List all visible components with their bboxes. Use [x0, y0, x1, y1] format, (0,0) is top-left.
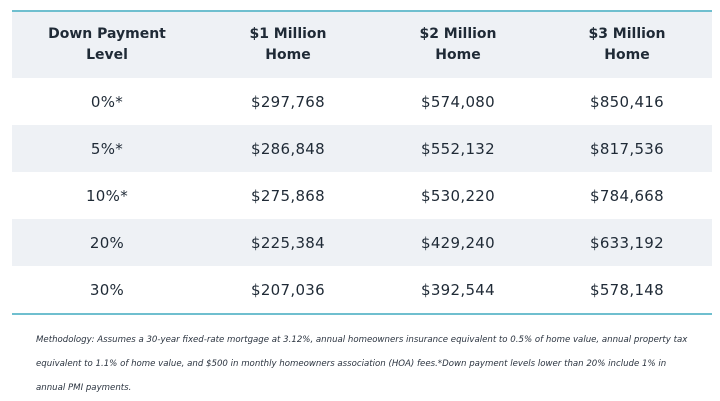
table-row: 30% $207,036 $392,544 $578,148 [12, 266, 712, 314]
table-cell: $817,536 [542, 125, 712, 172]
table-cell: $297,768 [251, 92, 325, 111]
table-body: 0%* $297,768 $574,080 $850,416 5%* $286,848 $5… [12, 78, 712, 314]
table-cell: $225,384 [202, 219, 374, 266]
table-cell: 30% [89, 280, 125, 299]
table-cell: $633,192 [542, 219, 712, 266]
table-cell: $574,080 [421, 92, 495, 111]
table-cell: $207,036 [251, 280, 325, 299]
header-text: $1 Million Home [249, 26, 327, 63]
header-cell: $2 Million Home [374, 11, 542, 78]
table-row: 10%* $275,868 $530,220 $784,668 [12, 172, 712, 219]
header-text: $3 Million Home [588, 26, 666, 63]
table-row: 0%* $297,768 $574,080 $850,416 [12, 78, 712, 125]
table-cell: $429,240 [374, 219, 542, 266]
table-cell: $275,868 [251, 186, 325, 205]
table-cell: $784,668 [590, 186, 664, 205]
table-cell: $530,220 [421, 186, 495, 205]
table-row: 20% $225,384 $429,240 $633,192 [12, 219, 712, 266]
table-cell: $392,544 [421, 280, 495, 299]
header-cell: $1 Million Home [202, 11, 374, 78]
header-cell: Down Payment Level [12, 11, 202, 78]
table-cell: 0%* [90, 92, 124, 111]
header-text: Down Payment Level [48, 26, 166, 63]
table-cell: $552,132 [374, 125, 542, 172]
header-text: $2 Million Home [419, 26, 497, 63]
methodology-note: Methodology: Assumes a 30-year fixed-rat… [36, 335, 688, 393]
table-cell: 20% [12, 219, 202, 266]
payment-table: Down Payment Level $1 Million Home $2 Mill… [12, 10, 712, 315]
table-cell: 5%* [12, 125, 202, 172]
table-row: 5%* $286,848 $552,132 $817,536 [12, 125, 712, 172]
header-cell: $3 Million Home [542, 11, 712, 78]
table-cell: 10%* [85, 186, 129, 205]
table-cell: $578,148 [590, 280, 664, 299]
header-row: Down Payment Level $1 Million Home $2 Mill… [12, 11, 712, 78]
table-cell: $850,416 [590, 92, 664, 111]
table-cell: $286,848 [202, 125, 374, 172]
